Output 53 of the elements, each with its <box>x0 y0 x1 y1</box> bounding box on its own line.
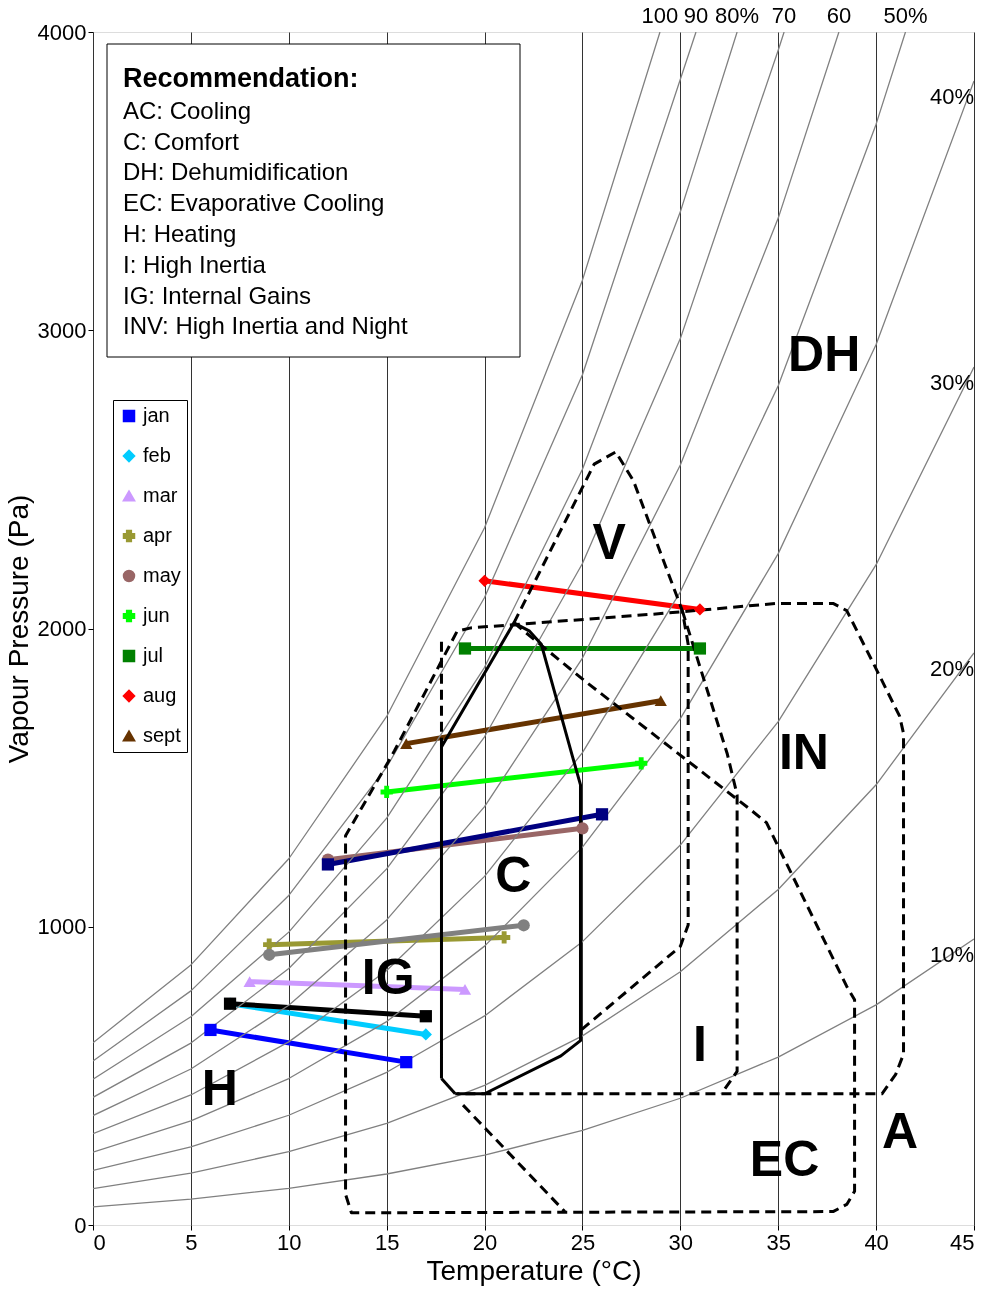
x-tick-label: 45 <box>950 1229 975 1255</box>
y-tick-label: 3000 <box>37 317 87 343</box>
series-label: 60 <box>826 3 852 28</box>
y-tick-label: 2000 <box>37 616 87 641</box>
annotation: IG <box>361 949 415 1006</box>
series-label: 80% <box>715 3 760 28</box>
x-tick-label: 30 <box>668 1229 694 1255</box>
annotation: C: Comfort <box>123 127 240 155</box>
x-tick-label: 40 <box>864 1229 889 1255</box>
annotation: DH <box>788 326 861 383</box>
y-tick-label: 1000 <box>37 914 87 940</box>
series-label: 90 <box>683 3 709 28</box>
legend-label: may <box>143 564 181 586</box>
annotation: INV: High Inertia and Night <box>123 312 408 340</box>
annotation: I: High Inertia <box>123 250 267 278</box>
y-tick-label: 4000 <box>37 19 87 45</box>
annotation: AC: Cooling <box>123 96 252 124</box>
annotation: A <box>881 1103 919 1160</box>
annotation: IN <box>778 723 829 780</box>
legend-label: feb <box>143 444 171 466</box>
x-tick-label: 5 <box>185 1229 198 1255</box>
annotation: EC: Evaporative Cooling <box>123 189 385 217</box>
series-label: 30% <box>929 369 974 395</box>
x-tick-label: 10 <box>277 1229 302 1255</box>
x-tick-label: 15 <box>374 1229 400 1255</box>
x-tick-label: 25 <box>570 1229 596 1255</box>
annotation: Recommendation: <box>123 63 359 93</box>
annotation: C <box>495 846 532 903</box>
annotation: H: Heating <box>123 220 237 247</box>
y-axis-title: Vapour Pressure (Pa) <box>2 494 34 764</box>
annotation: V <box>592 513 627 570</box>
series-label: 10% <box>929 941 974 967</box>
x-axis-title: Temperature (°C) <box>426 1254 642 1286</box>
x-tick-label: 35 <box>766 1229 791 1255</box>
legend-label: jun <box>142 604 170 626</box>
legend-label: apr <box>143 524 173 546</box>
series-label: 50% <box>883 3 928 28</box>
legend-label: sept <box>143 724 182 746</box>
series-label: 100 <box>641 3 679 28</box>
legend-label: mar <box>143 484 178 506</box>
x-tick-label: 0 <box>93 1229 106 1255</box>
annotation: DH: Dehumidification <box>123 158 349 186</box>
series-label: 40% <box>929 83 974 109</box>
legend-label: jan <box>142 404 170 426</box>
series-label: 20% <box>929 655 974 681</box>
x-tick-label: 20 <box>472 1229 498 1255</box>
y-tick-label: 0 <box>74 1212 87 1238</box>
annotation: I <box>693 1016 707 1073</box>
series-label: 70 <box>771 3 797 28</box>
legend-label: aug <box>143 684 177 706</box>
annotation: IG: Internal Gains <box>123 281 312 309</box>
legend-label: jul <box>142 644 164 666</box>
annotation: H <box>201 1060 238 1117</box>
